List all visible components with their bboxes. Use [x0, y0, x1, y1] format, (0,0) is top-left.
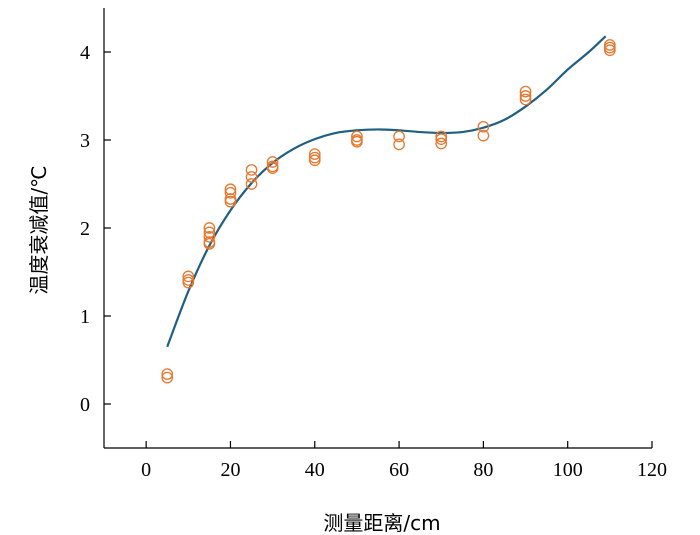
- data-point: [224, 195, 237, 208]
- x-tick-label: 20: [220, 459, 240, 481]
- axes: [103, 8, 652, 449]
- data-points-layer: [161, 39, 616, 384]
- data-point: [519, 85, 532, 98]
- data-point: [182, 270, 195, 283]
- fit-curve-layer: [166, 35, 607, 348]
- x-ticks: 0 20 40 60 80 100 120: [141, 441, 667, 481]
- data-point: [477, 120, 490, 133]
- y-tick-label: 4: [80, 42, 90, 64]
- data-point: [393, 138, 405, 151]
- data-point: [477, 129, 490, 142]
- fit-curve: [166, 35, 607, 348]
- x-axis-title: 测量距离/cm: [323, 511, 440, 535]
- x-tick-label: 100: [553, 459, 583, 481]
- x-tick-label: 0: [141, 459, 151, 481]
- data-point: [519, 93, 532, 106]
- data-point: [203, 237, 216, 250]
- data-point: [203, 226, 216, 239]
- x-tick-label: 120: [637, 459, 667, 481]
- data-point: [603, 41, 616, 54]
- data-point: [245, 164, 258, 176]
- x-tick-label: 40: [305, 459, 325, 481]
- data-point: [351, 130, 363, 143]
- y-tick-label: 1: [80, 306, 90, 328]
- data-point: [203, 222, 216, 234]
- data-point: [308, 154, 321, 167]
- data-point: [435, 133, 448, 145]
- data-point: [245, 171, 258, 183]
- data-point: [161, 368, 174, 380]
- data-point: [224, 183, 237, 196]
- data-point: [224, 193, 237, 205]
- y-tick-label: 2: [80, 218, 90, 240]
- data-point: [266, 156, 279, 168]
- data-point: [351, 135, 363, 148]
- x-tick-label: 80: [473, 459, 493, 481]
- y-ticks: 0 1 2 3 4: [80, 42, 111, 416]
- data-point: [308, 148, 321, 160]
- data-point: [266, 162, 279, 175]
- data-point: [203, 230, 216, 243]
- data-point: [519, 90, 532, 102]
- data-point: [182, 276, 195, 289]
- y-tick-label: 0: [80, 394, 90, 416]
- data-point: [435, 137, 448, 150]
- y-axis-title: 温度衰减值/℃: [27, 165, 51, 294]
- data-point: [161, 371, 174, 384]
- data-point: [393, 130, 405, 143]
- x-tick-label: 60: [389, 459, 409, 481]
- data-point: [603, 44, 616, 57]
- data-point: [245, 178, 258, 190]
- data-point: [224, 186, 237, 199]
- y-tick-label: 3: [80, 130, 90, 152]
